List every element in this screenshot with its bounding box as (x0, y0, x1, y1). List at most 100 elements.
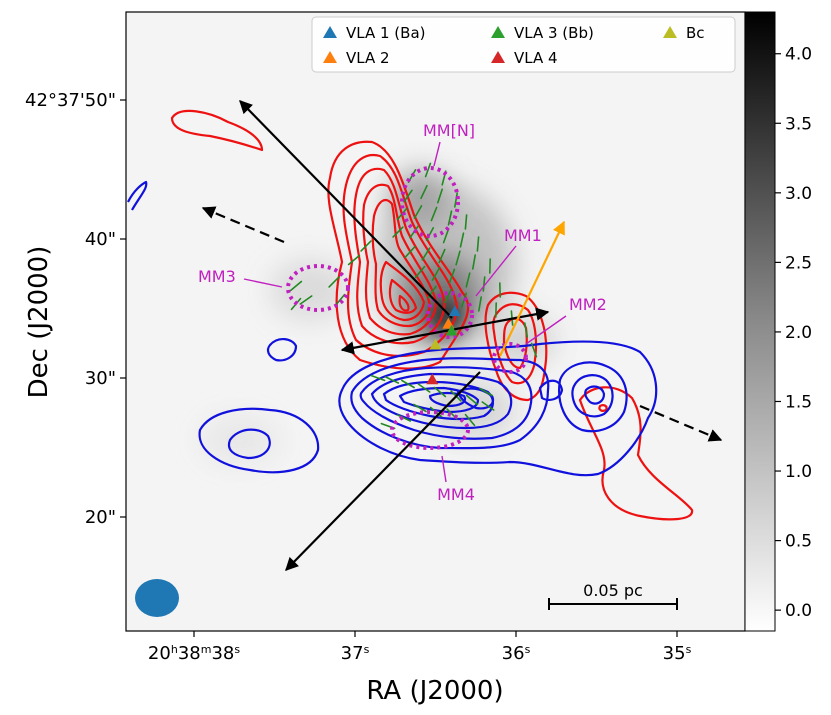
colorbar-tick-label: 3.0 (785, 184, 812, 204)
core-label-mm4: MM4 (437, 485, 475, 504)
polarization-segment (442, 228, 450, 244)
polarization-segment (455, 250, 461, 266)
polarization-segment (328, 276, 340, 288)
core-pointer-mm2 (525, 315, 567, 345)
scale-bar-label: 0.05 pc (583, 581, 643, 600)
core-labels: MM[N] MM1 MM2 MM3 MM4 (198, 121, 607, 504)
core-label-mm2: MM2 (569, 295, 607, 314)
colorbar-tick-label: 2.0 (785, 323, 812, 343)
core-pointer-mm4 (441, 455, 447, 483)
core-pointer-mm1 (475, 245, 517, 297)
outflow-arrow-ew (340, 307, 550, 355)
source-marker-vla-3-bb (445, 324, 458, 336)
polarization-segment (425, 227, 435, 241)
outflow-arrows (201, 100, 723, 571)
core-label-mm3: MM3 (198, 267, 236, 286)
polarization-segment (404, 246, 416, 259)
polarization-segment (464, 413, 476, 427)
outflow-arrow-dashed-se (639, 404, 723, 442)
x-axis: 20h38m38s 37s 36s 35s (148, 631, 692, 664)
polarization-segment (453, 192, 459, 208)
legend-marker (323, 51, 337, 63)
polarization-segment (392, 226, 404, 238)
core-mm4-outline (390, 410, 470, 450)
y-tick-label: 42°37'50" (25, 90, 116, 111)
legend-marker (491, 51, 505, 63)
polarization-segment (360, 240, 372, 252)
polarization-segment (464, 214, 468, 230)
x-tick-label: 37s (341, 643, 370, 665)
y-tick-label: 40" (85, 229, 116, 250)
polarization-segment (396, 414, 412, 422)
polarization-segment (413, 403, 427, 413)
y-tick-label: 30" (85, 368, 116, 389)
x-tick-label: 35s (663, 643, 692, 665)
polarization-segment (436, 188, 444, 204)
polarization-segment (413, 205, 423, 219)
core-label-mmn: MM[N] (423, 121, 475, 140)
source-marker-vla-1-ba (448, 305, 461, 317)
legend-label: VLA 4 (514, 49, 558, 67)
core-mmn-outline (400, 166, 460, 238)
source-markers (426, 305, 461, 385)
vla2-jet-arrow (499, 220, 565, 357)
polarization-segment (370, 374, 386, 382)
polarization-segment (481, 401, 495, 411)
colorbar-tick-label: 1.5 (785, 392, 812, 412)
legend-marker (323, 26, 337, 38)
polarization-segment (459, 232, 465, 248)
scale-bar (548, 598, 678, 610)
colorbar-tick-label: 3.5 (785, 114, 812, 134)
polarization-segment (420, 184, 428, 200)
outflow-arrow-nw-se (239, 100, 453, 319)
polarization-segment (465, 394, 479, 406)
legend-marker (491, 26, 505, 38)
legend-box (311, 16, 736, 73)
x-tick-label: 20h38m38s (148, 643, 240, 665)
polarization-segment (403, 189, 413, 203)
legend-label: VLA 3 (Bb) (514, 24, 594, 42)
polarization-segment (430, 206, 438, 222)
polarization-segment (479, 387, 493, 397)
legend: VLA 1 (Ba) VLA 2 VLA 3 (Bb) VLA 4 Bc (311, 16, 736, 73)
polarization-segment (347, 254, 361, 266)
polarization-segment (438, 248, 446, 264)
legend-marker (663, 26, 677, 38)
colorbar-ramp (744, 11, 776, 632)
legend-label: VLA 1 (Ba) (346, 24, 426, 42)
polarization-segment (476, 236, 480, 252)
polarization-segment (447, 210, 453, 226)
polarization-segment (444, 288, 452, 304)
y-tick-label: 20" (85, 507, 116, 528)
polarization-segment (289, 280, 303, 292)
x-tick-label: 36s (502, 643, 531, 665)
polarization-segment (482, 276, 486, 292)
core-mm3-outline (286, 264, 350, 312)
colorbar-tick-label: 0.0 (785, 601, 812, 621)
polarization-segment (414, 265, 426, 279)
colorbar-tick-label: 1.0 (785, 462, 812, 482)
core-pointer-mm3 (243, 278, 283, 288)
polarization-segment (448, 268, 456, 284)
core-pointer-mmn (433, 141, 441, 167)
colorbar-tick-label: 4.0 (785, 45, 812, 65)
core-label-mm1: MM1 (504, 226, 542, 245)
colorbar-tick-label: 0.5 (785, 532, 812, 552)
polarization-segment (299, 295, 313, 305)
y-axis: 42°37'50" 40" 30" 20" (25, 90, 126, 528)
polarization-segment (424, 162, 432, 178)
polarization-segment (471, 254, 477, 270)
polarization-segment (431, 267, 441, 281)
legend-label: Bc (686, 24, 705, 42)
polarization-segment (334, 293, 346, 307)
x-axis-title: RA (J2000) (366, 676, 503, 706)
outflow-arrow-sw-ne (285, 371, 481, 571)
outflow-arrow-dashed-nw (201, 206, 285, 244)
plot-area: MM[N] MM1 MM2 MM3 MM4 0.05 pc VLA 1 (Ba)… (126, 12, 745, 631)
polarization-segment (401, 379, 415, 389)
colorbar-tick-label: 2.5 (785, 253, 812, 273)
colorbar: 0.0 0.5 1.0 1.5 2.0 2.5 3.0 3.5 4.0 (744, 11, 812, 632)
blueshifted-contours (127, 180, 658, 477)
legend-label: VLA 2 (346, 49, 390, 67)
